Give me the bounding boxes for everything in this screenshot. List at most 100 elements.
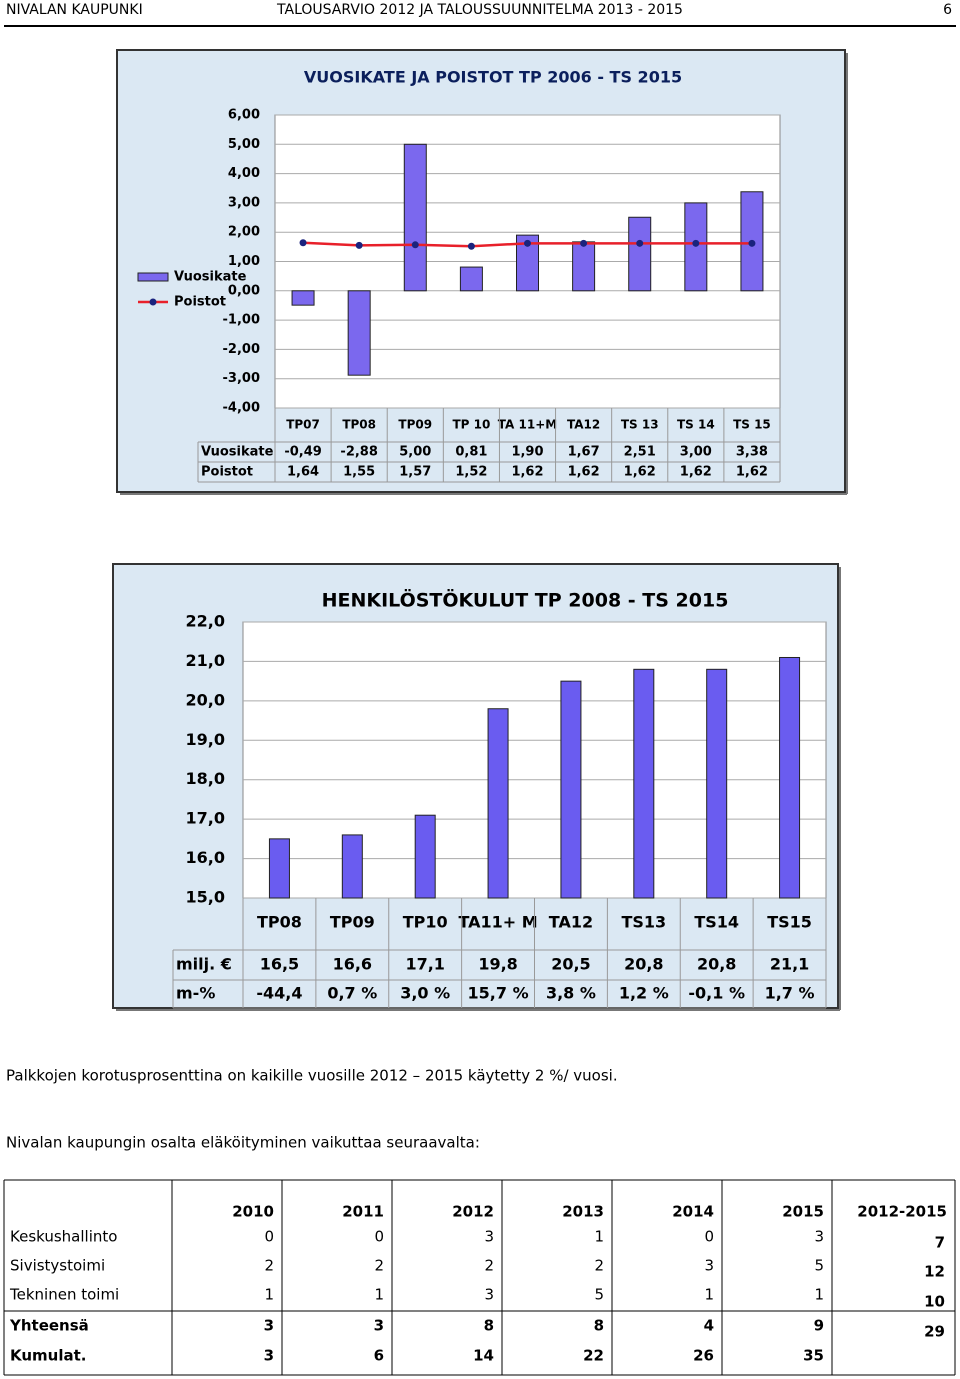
- bar: [572, 241, 596, 292]
- legend-swatch: [137, 272, 169, 282]
- bar: [268, 838, 290, 899]
- x-tick-label: TS13: [621, 913, 666, 932]
- line-marker: [580, 239, 588, 247]
- cell: 0: [264, 1228, 274, 1246]
- data-label: 1,62: [624, 465, 656, 480]
- page-number: 6: [943, 2, 952, 18]
- y-tick-label: -2,00: [223, 342, 260, 357]
- cell: 0: [374, 1228, 384, 1246]
- data-label: 16,5: [260, 955, 299, 974]
- cell: 12: [924, 1263, 945, 1281]
- cell: 2: [594, 1257, 604, 1275]
- row-header: Keskushallinto: [10, 1228, 117, 1246]
- plot-area: [242, 621, 827, 899]
- cell: 7: [935, 1234, 945, 1252]
- line-marker: [748, 239, 756, 247]
- line-marker: [299, 239, 307, 247]
- chart-title: VUOSIKATE JA POISTOT TP 2006 - TS 2015: [304, 68, 682, 87]
- cell: 8: [484, 1317, 494, 1335]
- bar: [487, 708, 509, 899]
- cell: 22: [583, 1347, 604, 1365]
- y-tick-label: -3,00: [223, 371, 260, 386]
- cell: 3: [484, 1286, 494, 1304]
- x-tick-label: TP 10: [452, 418, 490, 432]
- x-tick-label: TS15: [767, 913, 812, 932]
- data-label: -0,1 %: [688, 984, 745, 1003]
- cell: 3: [264, 1347, 274, 1365]
- bar: [684, 202, 708, 292]
- cell: 2: [484, 1257, 494, 1275]
- y-tick-label: 19,0: [186, 730, 225, 749]
- cell: 2: [264, 1257, 274, 1275]
- x-tick-label: TS 13: [621, 418, 659, 432]
- cell: 0: [704, 1228, 714, 1246]
- row-label: m-%: [176, 984, 215, 1003]
- cell: 6: [374, 1347, 384, 1365]
- cell: 5: [594, 1286, 604, 1304]
- data-label: 21,1: [770, 955, 809, 974]
- data-label: 15,7 %: [468, 984, 529, 1003]
- cell: 35: [803, 1347, 824, 1365]
- data-label: -0,49: [284, 445, 321, 460]
- data-label: 3,0 %: [400, 984, 450, 1003]
- data-label: 1,62: [680, 465, 712, 480]
- data-label: 16,6: [333, 955, 372, 974]
- y-tick-label: 22,0: [186, 612, 225, 631]
- legend-swatch: [149, 298, 157, 306]
- column-header: 2010: [232, 1203, 274, 1221]
- x-tick-label: TA 11+M: [498, 418, 557, 432]
- bar: [633, 668, 655, 899]
- x-tick-label: TP08: [342, 418, 376, 432]
- data-label: 3,38: [736, 445, 768, 460]
- data-label: 0,7 %: [327, 984, 377, 1003]
- cell: 26: [693, 1347, 714, 1365]
- bar: [459, 266, 483, 292]
- data-label: 1,67: [568, 445, 600, 460]
- data-label: 1,57: [399, 465, 431, 480]
- y-tick-label: 15,0: [186, 888, 225, 907]
- line-marker: [467, 242, 475, 250]
- data-label: 1,55: [343, 465, 375, 480]
- cell: 9: [814, 1317, 824, 1335]
- row-label: Vuosikate: [201, 445, 274, 460]
- x-tick-label: TS 15: [733, 418, 771, 432]
- x-tick-label: TS14: [694, 913, 739, 932]
- bar: [516, 234, 539, 292]
- header-center: TALOUSARVIO 2012 JA TALOUSSUUNNITELMA 20…: [276, 2, 683, 18]
- data-label: -2,88: [340, 445, 377, 460]
- x-tick-label: TP07: [286, 418, 320, 432]
- cell: 14: [473, 1347, 494, 1365]
- column-header: 2011: [342, 1203, 384, 1221]
- cell: 1: [814, 1286, 824, 1304]
- x-tick-label: TP10: [403, 913, 448, 932]
- y-tick-label: 3,00: [228, 195, 260, 210]
- cell: 3: [484, 1228, 494, 1246]
- y-tick-label: 21,0: [186, 651, 225, 670]
- data-label: 3,8 %: [546, 984, 596, 1003]
- line-marker: [692, 239, 700, 247]
- y-tick-label: 2,00: [228, 225, 260, 240]
- cell: 3: [814, 1228, 824, 1246]
- line-marker: [411, 241, 419, 249]
- data-label: 19,8: [478, 955, 517, 974]
- y-tick-label: 5,00: [228, 137, 260, 152]
- cell: 1: [264, 1286, 274, 1304]
- cell: 1: [374, 1286, 384, 1304]
- row-header: Kumulat.: [10, 1347, 86, 1365]
- y-tick-label: 20,0: [186, 690, 225, 709]
- data-label: 2,51: [624, 445, 656, 460]
- line-marker: [524, 239, 531, 247]
- paragraph: Palkkojen korotusprosenttina on kaikille…: [6, 1067, 618, 1085]
- cell: 3: [374, 1317, 384, 1335]
- bar: [628, 216, 652, 292]
- data-label: 3,00: [680, 445, 712, 460]
- cell: 5: [814, 1257, 824, 1275]
- x-tick-label: TP09: [398, 418, 432, 432]
- y-tick-label: 6,00: [228, 108, 260, 123]
- column-header: 2012: [452, 1203, 494, 1221]
- data-label: 1,62: [568, 465, 600, 480]
- chart-title: HENKILÖSTÖKULUT TP 2008 - TS 2015: [322, 588, 729, 612]
- data-label: 20,5: [551, 955, 590, 974]
